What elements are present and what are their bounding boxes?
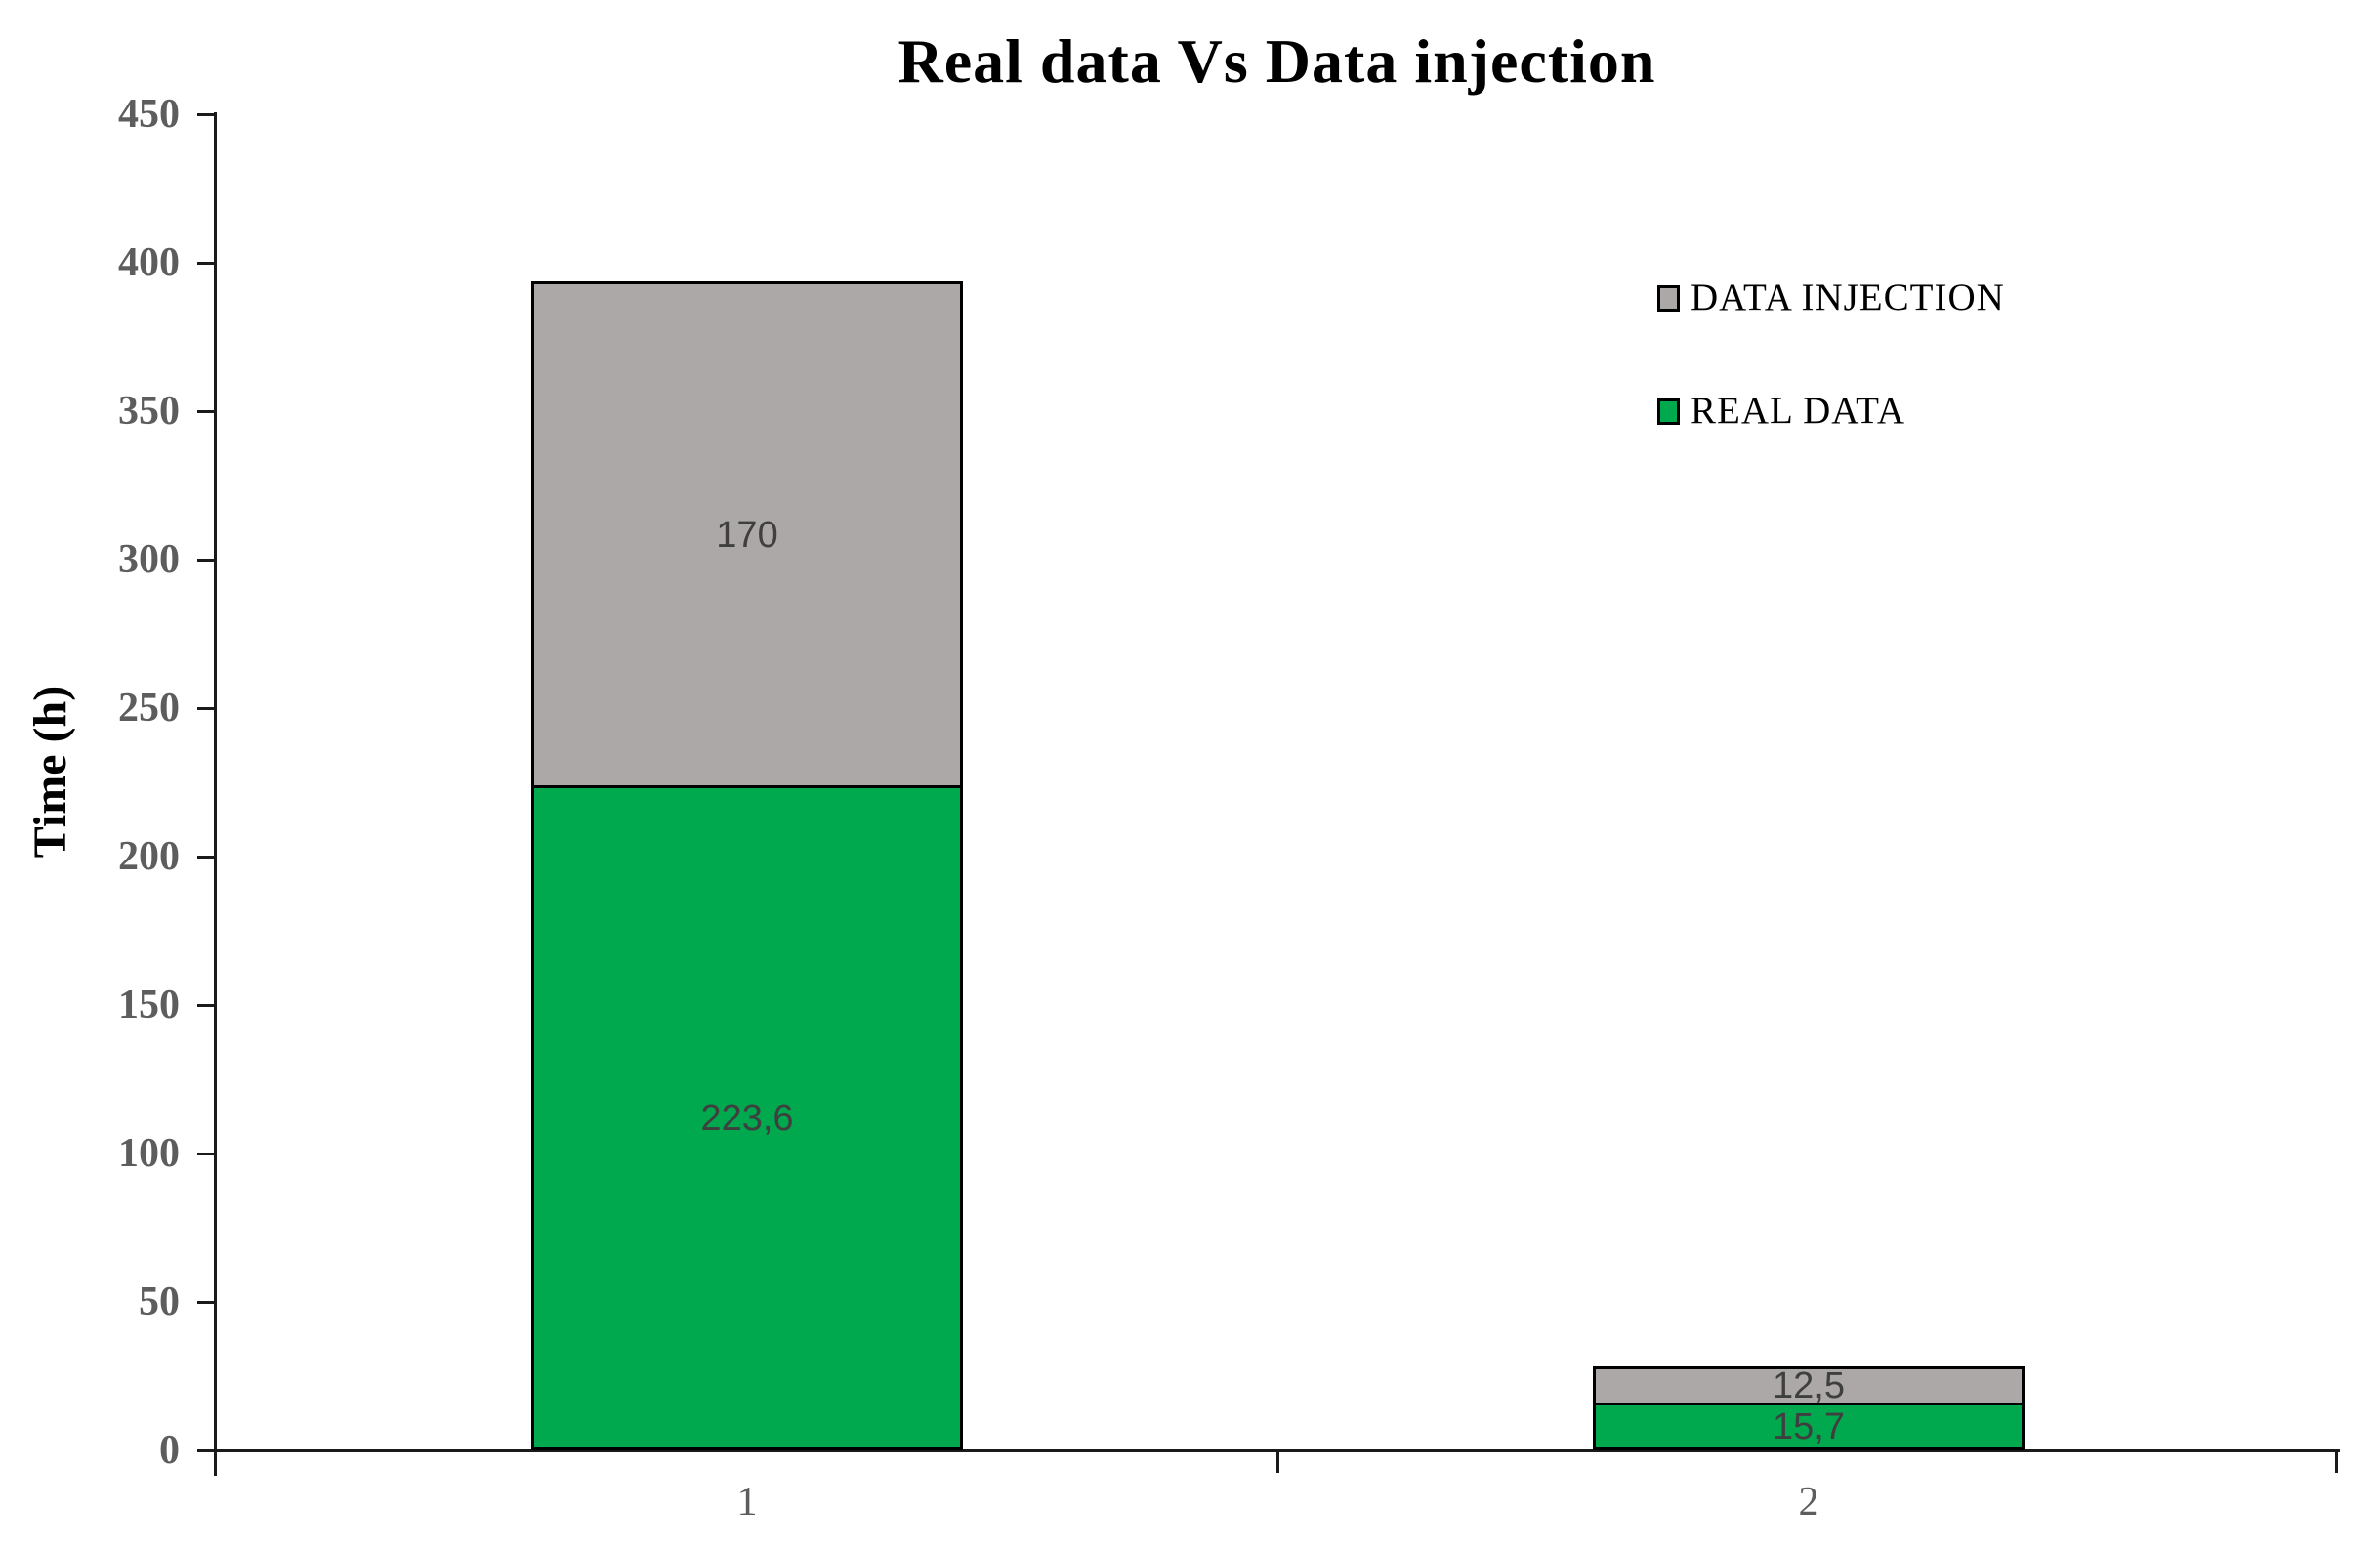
- y-tick-label: 50: [139, 1279, 180, 1324]
- y-tick-label: 200: [118, 834, 180, 879]
- legend-item-real-data: REAL DATA: [1657, 388, 2005, 435]
- y-tick-label: 250: [118, 686, 180, 731]
- legend-label: REAL DATA: [1691, 390, 1905, 432]
- x-axis-line: [197, 1449, 2340, 1452]
- bar-segment-real-data: 223,6: [534, 785, 960, 1447]
- y-axis-tick: [197, 559, 214, 562]
- x-axis-tick: [2335, 1449, 2338, 1473]
- legend-label: DATA INJECTION: [1691, 276, 2005, 318]
- y-axis-tick: [197, 262, 214, 265]
- bar-data-label: 223,6: [700, 1097, 794, 1139]
- bar-data-label: 15,7: [1773, 1405, 1845, 1447]
- y-tick-label: 350: [118, 389, 180, 434]
- y-tick-label: 400: [118, 240, 180, 285]
- y-axis-tick: [197, 1301, 214, 1304]
- y-tick-label: 450: [118, 92, 180, 137]
- x-category-label: 1: [736, 1480, 758, 1525]
- legend: DATA INJECTION REAL DATA: [1657, 274, 2005, 435]
- legend-item-data-injection: DATA INJECTION: [1657, 274, 2005, 321]
- bar-category-2: 12,5 15,7: [1593, 1366, 2025, 1450]
- legend-swatch-icon: [1657, 398, 1680, 425]
- bar-segment-real-data: 15,7: [1596, 1403, 2022, 1447]
- y-tick-label: 0: [159, 1428, 180, 1473]
- y-tick-label: 300: [118, 537, 180, 582]
- y-axis-title: Time (h): [24, 685, 76, 859]
- bar-category-1: 170 223,6: [531, 281, 963, 1450]
- y-tick-label: 100: [118, 1131, 180, 1176]
- bar-segment-data-injection: 12,5: [1596, 1365, 2022, 1407]
- y-tick-label: 150: [118, 983, 180, 1028]
- y-axis-tick: [197, 1449, 214, 1452]
- y-axis-tick: [197, 113, 214, 116]
- y-axis-tick: [197, 856, 214, 859]
- bar-data-label: 170: [716, 514, 778, 556]
- y-axis-tick: [197, 410, 214, 413]
- y-axis-line: [214, 112, 217, 1476]
- x-category-label: 2: [1798, 1480, 1819, 1525]
- bar-segment-data-injection: 170: [534, 284, 960, 786]
- chart-title: Real data Vs Data injection: [898, 26, 1656, 96]
- y-axis-tick: [197, 707, 214, 710]
- x-axis-tick: [1276, 1449, 1279, 1473]
- y-axis-tick: [197, 1153, 214, 1155]
- bar-data-label: 12,5: [1773, 1365, 1845, 1407]
- legend-swatch-icon: [1657, 284, 1680, 312]
- y-axis-tick: [197, 1004, 214, 1007]
